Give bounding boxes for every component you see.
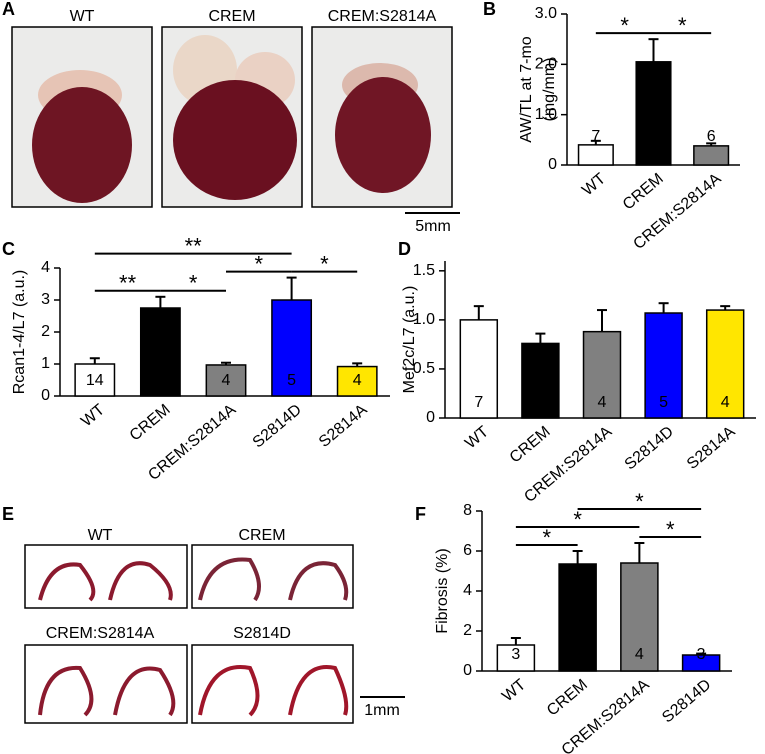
photo-label: S2814D — [233, 625, 291, 642]
bar — [577, 144, 614, 166]
bar-label: 4 — [222, 372, 231, 389]
bar-label: 5 — [659, 394, 668, 411]
photo-label: WT — [70, 8, 95, 25]
bar — [620, 562, 659, 672]
heart — [32, 87, 132, 203]
bar-label: 6 — [707, 128, 716, 145]
y-tick-label: 3.0 — [535, 5, 557, 22]
y-tick-label: 1.0 — [535, 106, 557, 123]
y-tick-label: 0 — [548, 156, 557, 173]
bar-label: 4 — [353, 372, 362, 389]
bar — [644, 312, 683, 419]
x-tick-label: CREM — [544, 676, 591, 719]
significance-label: * — [678, 13, 687, 38]
photo-label: CREM — [238, 527, 285, 544]
y-tick-label: 2.0 — [535, 56, 557, 73]
bar — [459, 319, 499, 419]
x-tick-label: WT — [579, 170, 609, 199]
y-tick-label: 1.0 — [413, 311, 435, 328]
bar — [139, 307, 181, 397]
panel-letter: E — [2, 504, 14, 524]
y-tick-label: 0 — [426, 409, 435, 426]
panel-letter: C — [2, 239, 15, 259]
y-axis-label: Rcan1-4/L7 (a.u.) — [11, 270, 28, 395]
bar-label: 14 — [86, 372, 104, 389]
bar — [705, 309, 745, 419]
x-tick-label: S2814D — [659, 676, 714, 726]
heart — [173, 80, 297, 200]
y-axis-label: AW/TL at 7-mo — [518, 36, 535, 142]
bar — [496, 644, 536, 672]
x-tick-label: WT — [499, 676, 529, 705]
y-axis-label: Mef2c/L7 (a.u.) — [401, 286, 418, 394]
panel-letter: F — [415, 504, 426, 524]
scale-bar-label: 5mm — [415, 218, 451, 235]
y-tick-label: 1.5 — [413, 262, 435, 279]
y-axis-label: (mg/mm) — [541, 58, 558, 122]
significance-label: * — [573, 507, 582, 532]
y-tick-label: 0 — [41, 387, 50, 404]
bar-label: 7 — [474, 394, 483, 411]
x-tick-label: WT — [78, 401, 108, 430]
y-axis-label: Fibrosis (%) — [434, 548, 451, 633]
photo-label: CREM:S2814A — [328, 8, 437, 25]
bar-label: 5 — [156, 372, 165, 389]
y-tick-label: 4 — [41, 259, 50, 276]
photo-label: CREM — [208, 8, 255, 25]
x-tick-label: S2814D — [250, 401, 305, 451]
significance-label: ** — [185, 233, 203, 258]
y-tick-label: 0.5 — [413, 360, 435, 377]
y-tick-label: 8 — [463, 502, 472, 519]
bar — [635, 61, 672, 166]
significance-label: * — [635, 489, 644, 514]
y-tick-label: 3 — [41, 291, 50, 308]
x-tick-label: S2814D — [622, 423, 677, 473]
bar-label: 4 — [635, 646, 644, 663]
x-tick-label: CREM — [507, 423, 554, 466]
bar-label: 3 — [573, 646, 582, 663]
scale-bar-label: 1mm — [364, 702, 400, 719]
panel-letter: B — [483, 0, 496, 19]
panel-letter: D — [398, 239, 411, 259]
significance-label: * — [255, 251, 264, 276]
bar-label: 7 — [591, 128, 600, 145]
heart-photos — [11, 26, 453, 208]
bar-label: 15 — [645, 128, 663, 145]
significance-label: * — [620, 13, 629, 38]
y-tick-label: 2 — [463, 622, 472, 639]
significance-label: ** — [119, 271, 137, 296]
bar-label: 4 — [721, 394, 730, 411]
bar-label: 4 — [598, 394, 607, 411]
y-tick-label: 6 — [463, 542, 472, 559]
bar — [558, 563, 597, 672]
bar — [271, 299, 313, 397]
bar-label: 5 — [536, 394, 545, 411]
photo-label: WT — [88, 527, 113, 544]
panel-letter: A — [2, 0, 15, 19]
bar-label: 3 — [697, 646, 706, 663]
x-tick-label: CREM — [127, 401, 174, 444]
bar — [582, 330, 622, 419]
heart — [335, 77, 431, 193]
significance-label: * — [542, 525, 551, 550]
histology — [24, 544, 354, 724]
x-tick-label: S2814A — [316, 401, 371, 451]
significance-label: * — [320, 251, 329, 276]
bar — [74, 363, 116, 397]
bar-label: 3 — [511, 646, 520, 663]
y-tick-label: 4 — [463, 582, 472, 599]
significance-label: * — [189, 271, 198, 296]
bar — [521, 342, 560, 419]
bar — [693, 145, 730, 166]
y-tick-label: 1 — [41, 355, 50, 372]
y-tick-label: 2 — [41, 323, 50, 340]
x-tick-label: WT — [462, 423, 492, 452]
y-tick-label: 0 — [463, 662, 472, 679]
bar-label: 5 — [287, 372, 296, 389]
photo-label: CREM:S2814A — [46, 625, 155, 642]
x-tick-label: S2814A — [684, 423, 739, 473]
x-tick-label: CREM — [620, 170, 667, 213]
significance-label: * — [666, 517, 675, 542]
